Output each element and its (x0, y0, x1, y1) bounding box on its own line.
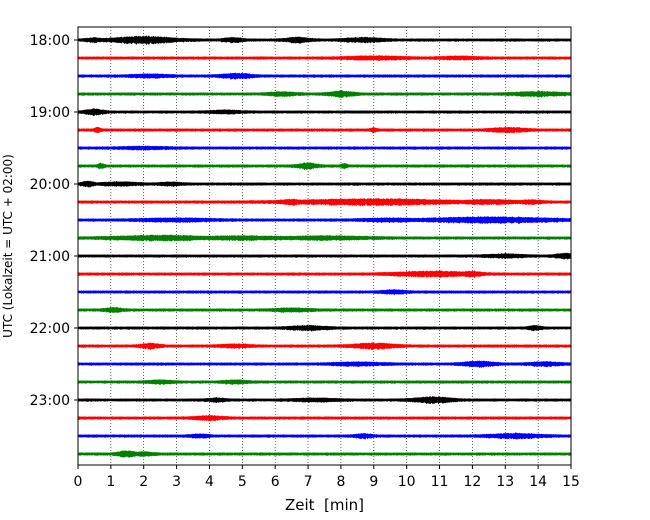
y-tick-label-0: 18:00 (30, 33, 70, 49)
y-tick-label-5: 23:00 (30, 393, 70, 409)
x-tick-label-6: 6 (271, 474, 280, 490)
trace-row-1800 (77, 35, 572, 46)
trace-row-2230 (77, 360, 572, 369)
x-tick-label-3: 3 (172, 474, 181, 490)
y-tick-label-1: 19:00 (30, 105, 70, 121)
x-axis-title: Zeit [min] (285, 496, 364, 514)
y-axis-ticks: 18:00 19:00 20:00 21:00 22:00 23:00 (30, 33, 78, 409)
y-tick-label-3: 21:00 (30, 249, 70, 265)
trace-row-2330 (77, 432, 572, 440)
y-axis-title: UTC (Lokalzeit = UTC + 02:00) (1, 154, 15, 338)
trace-row-2015 (77, 198, 572, 207)
trace-row-2145 (77, 306, 572, 314)
y-tick-label-4: 22:00 (30, 321, 70, 337)
trace-row-2300 (77, 396, 572, 405)
trace-rows (77, 35, 572, 458)
x-tick-label-5: 5 (238, 474, 247, 490)
y-tick-label-2: 20:00 (30, 177, 70, 193)
x-tick-label-10: 10 (398, 474, 416, 490)
x-tick-label-7: 7 (304, 474, 313, 490)
x-tick-label-4: 4 (205, 474, 214, 490)
trace-row-2215 (77, 342, 572, 351)
trace-row-2315 (77, 414, 572, 422)
x-tick-label-8: 8 (336, 474, 345, 490)
x-tick-label-0: 0 (74, 474, 83, 490)
trace-row-1945 (77, 162, 572, 171)
trace-row-1930 (77, 145, 572, 151)
x-tick-label-11: 11 (431, 474, 449, 490)
x-tick-label-13: 13 (496, 474, 514, 490)
trace-row-2345 (77, 450, 572, 458)
x-tick-label-12: 12 (463, 474, 481, 490)
trace-row-2100 (77, 252, 572, 260)
x-tick-label-9: 9 (369, 474, 378, 490)
trace-row-2245 (77, 379, 572, 386)
plot-frame (77, 26, 572, 466)
trace-row-2000 (77, 180, 572, 188)
trace-row-2045 (77, 234, 572, 242)
x-tick-label-15: 15 (562, 474, 580, 490)
trace-row-2130 (77, 289, 572, 296)
trace-row-2030 (77, 215, 572, 225)
trace-row-1900 (77, 108, 572, 117)
x-tick-label-14: 14 (529, 474, 547, 490)
trace-row-1815 (77, 55, 572, 62)
trace-row-1845 (77, 89, 572, 99)
x-axis-ticks: 0 1 2 3 4 5 6 7 8 9 10 11 12 13 14 15 (74, 465, 580, 490)
trace-row-2200 (77, 324, 572, 332)
trace-row-2115 (77, 270, 572, 279)
x-tick-label-2: 2 (139, 474, 148, 490)
trace-row-1915 (77, 126, 572, 134)
trace-row-1830 (77, 72, 572, 80)
grid-lines (110, 27, 539, 465)
x-tick-label-1: 1 (106, 474, 115, 490)
